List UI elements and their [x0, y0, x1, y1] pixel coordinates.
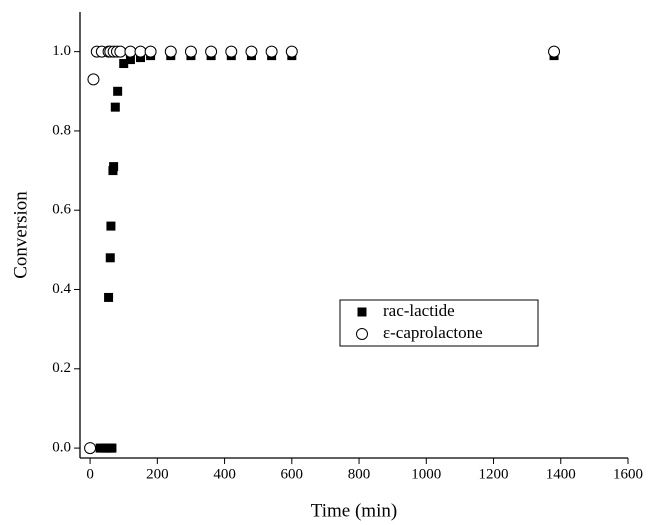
- legend-label: ε-caprolactone: [383, 323, 483, 342]
- y-tick-label: 0.4: [52, 281, 71, 297]
- point: [548, 45, 561, 58]
- point: [134, 45, 147, 58]
- x-axis-title: Time (min): [311, 500, 397, 521]
- point: [265, 45, 278, 58]
- legend-marker: [356, 328, 368, 340]
- x-tick-label: 1600: [613, 466, 643, 482]
- point: [144, 45, 157, 58]
- y-tick-label: 0.0: [52, 440, 71, 456]
- point: [125, 55, 135, 65]
- y-tick-label: 0.6: [52, 202, 71, 218]
- point: [110, 102, 120, 112]
- x-tick-label: 200: [146, 466, 169, 482]
- point: [106, 221, 116, 231]
- point: [285, 45, 298, 58]
- point: [105, 253, 115, 263]
- point: [164, 45, 177, 58]
- point: [225, 45, 238, 58]
- x-tick-label: 800: [348, 466, 371, 482]
- y-tick-label: 0.2: [52, 360, 71, 376]
- point: [84, 442, 97, 455]
- x-tick-label: 1000: [411, 466, 441, 482]
- point: [107, 443, 117, 453]
- point: [124, 45, 137, 58]
- point: [205, 45, 218, 58]
- point: [87, 73, 100, 86]
- point: [104, 292, 114, 302]
- point: [109, 162, 119, 172]
- point: [184, 45, 197, 58]
- point: [113, 86, 123, 96]
- x-tick-label: 1400: [546, 466, 576, 482]
- x-tick-label: 400: [213, 466, 236, 482]
- y-tick-label: 1.0: [52, 43, 71, 59]
- x-tick-label: 1200: [479, 466, 509, 482]
- y-tick-label: 0.8: [52, 122, 71, 138]
- x-tick-label: 600: [281, 466, 304, 482]
- legend-marker: [357, 307, 367, 317]
- point: [114, 45, 127, 58]
- point: [119, 59, 129, 69]
- legend-label: rac-lactide: [383, 301, 455, 320]
- x-tick-label: 0: [86, 466, 94, 482]
- y-axis-title: Conversion: [10, 191, 31, 279]
- point: [245, 45, 258, 58]
- legend-box: [339, 299, 539, 347]
